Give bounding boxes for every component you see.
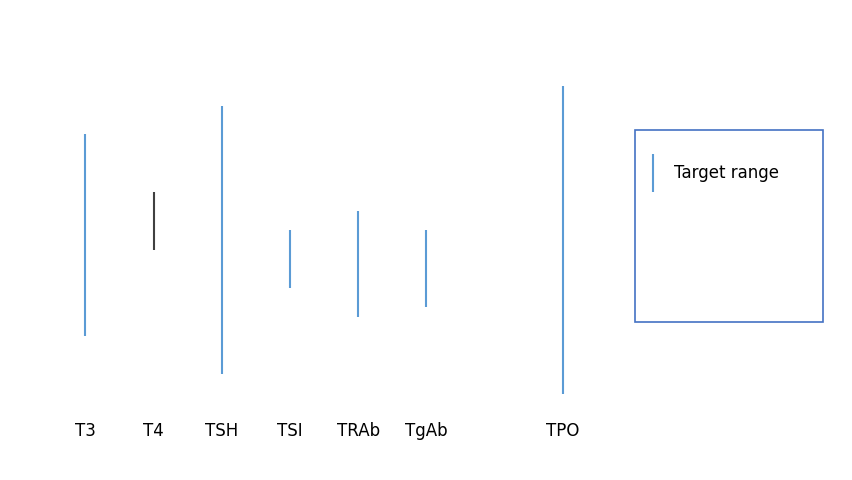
Text: TgAb: TgAb (405, 422, 447, 441)
Text: TSH: TSH (205, 422, 238, 441)
Text: T4: T4 (143, 422, 164, 441)
Bar (635, 130, 822, 322)
Text: TPO: TPO (545, 422, 579, 441)
Text: TRAb: TRAb (337, 422, 379, 441)
Text: Target range: Target range (673, 164, 778, 182)
Text: T3: T3 (75, 422, 95, 441)
Text: TSI: TSI (277, 422, 302, 441)
